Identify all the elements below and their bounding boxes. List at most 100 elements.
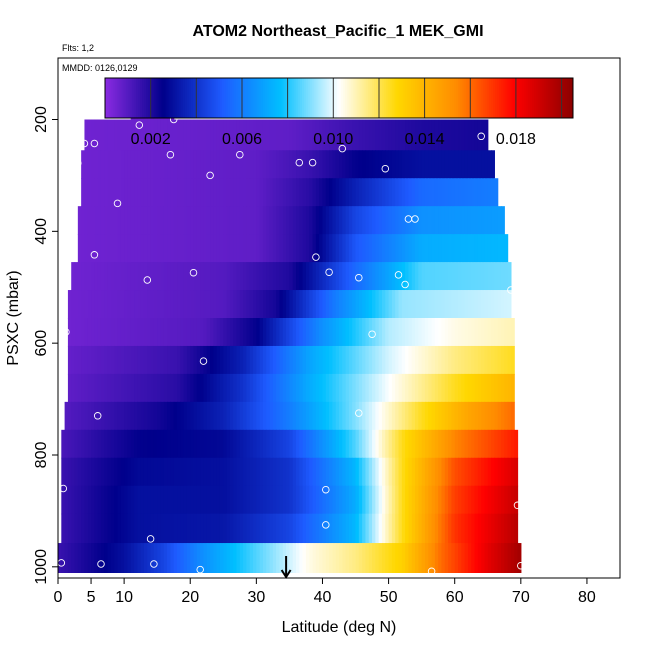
heatmap-cell [282, 262, 287, 291]
heatmap-cell [448, 206, 452, 235]
heatmap-cell [173, 457, 178, 487]
heatmap-cell [322, 401, 327, 431]
heatmap-cell [375, 318, 380, 347]
heatmap-cell [117, 150, 122, 179]
heatmap-cell [223, 543, 228, 573]
heatmap-cell [441, 262, 446, 291]
heatmap-cell [84, 543, 89, 573]
heatmap-cell [491, 178, 495, 207]
heatmap-cell [378, 290, 383, 319]
heatmap-cell [438, 234, 443, 263]
colorbar-segment [151, 78, 155, 118]
heatmap-cell [107, 178, 112, 207]
heatmap-cell [441, 119, 446, 151]
heatmap-cell [362, 429, 367, 459]
heatmap-cell [441, 206, 446, 235]
heatmap-cell [481, 234, 486, 263]
heatmap-cell [491, 401, 495, 431]
heatmap-cell [491, 457, 495, 487]
heatmap-cell [120, 206, 125, 235]
heatmap-cell [358, 373, 363, 403]
heatmap-cell [160, 178, 165, 207]
heatmap-cell [342, 178, 347, 207]
heatmap-cell [177, 429, 181, 459]
heatmap-cell [206, 290, 211, 319]
colorbar-segment [454, 78, 457, 118]
colorbar-segment [264, 78, 268, 118]
heatmap-cell [114, 345, 119, 375]
heatmap-cell [494, 318, 499, 347]
heatmap-cell [186, 290, 191, 319]
heatmap-cell [226, 373, 231, 403]
heatmap-cell [372, 345, 376, 375]
heatmap-cell [100, 318, 105, 347]
heatmap-cell [167, 513, 171, 544]
heatmap-cell [332, 457, 337, 487]
heatmap-cell [243, 401, 248, 431]
heatmap-cell [332, 178, 337, 207]
heatmap-cell [193, 262, 198, 291]
colorbar-segment [411, 78, 414, 118]
heatmap-cell [388, 262, 393, 291]
heatmap-cell [444, 119, 449, 151]
heatmap-cell [104, 234, 109, 263]
heatmap-cell [458, 262, 462, 291]
heatmap-cell [464, 485, 469, 515]
heatmap-cell [335, 262, 340, 291]
heatmap-cell [94, 150, 99, 179]
heatmap-cell [114, 206, 119, 235]
heatmap-cell [143, 373, 148, 403]
heatmap-cell [312, 513, 317, 544]
heatmap-cell [484, 429, 489, 459]
heatmap-cell [239, 401, 244, 431]
heatmap-cell [186, 485, 191, 515]
heatmap-cell [408, 119, 413, 151]
heatmap-cell [408, 429, 413, 459]
heatmap-cell [143, 543, 148, 573]
heatmap-cell [388, 401, 393, 431]
heatmap-cell [332, 318, 337, 347]
heatmap-cell [329, 119, 333, 151]
heatmap-cell [183, 206, 188, 235]
heatmap-cell [451, 318, 456, 347]
heatmap-cell [180, 206, 185, 235]
heatmap-cell [451, 429, 456, 459]
heatmap-cell [84, 234, 89, 263]
heatmap-cell [246, 429, 251, 459]
heatmap-cell [391, 429, 396, 459]
heatmap-cell [474, 373, 479, 403]
heatmap-cell [312, 429, 317, 459]
heatmap-cell [375, 543, 380, 573]
heatmap-cell [474, 485, 479, 515]
heatmap-cell [332, 373, 337, 403]
x-tick-label: 5 [87, 589, 96, 606]
heatmap-cell [504, 345, 509, 375]
heatmap-cell [137, 262, 142, 291]
heatmap-cell [487, 401, 492, 431]
heatmap-cell [173, 178, 178, 207]
heatmap-cell [286, 234, 291, 263]
heatmap-cell [438, 119, 443, 151]
data-point [90, 251, 99, 259]
heatmap-cell [365, 318, 370, 347]
heatmap-cell [140, 206, 145, 235]
heatmap-cell [91, 543, 95, 573]
heatmap-cell [256, 457, 261, 487]
heatmap-cell [206, 119, 211, 151]
heatmap-cell [325, 513, 330, 544]
heatmap-cell [514, 485, 519, 515]
heatmap-cell [216, 373, 221, 403]
heatmap-cell [339, 318, 343, 347]
heatmap-cell [467, 178, 472, 207]
heatmap-cell [375, 150, 380, 179]
heatmap-cell [150, 345, 155, 375]
colorbar-segment [364, 78, 367, 118]
heatmap-cell [236, 429, 241, 459]
colorbar-segment [284, 78, 287, 118]
heatmap-cell [418, 290, 423, 319]
heatmap-cell [312, 345, 317, 375]
heatmap-cell [206, 206, 211, 235]
heatmap-cell [120, 178, 125, 207]
heatmap-cell [415, 345, 419, 375]
heatmap-cell [249, 150, 254, 179]
